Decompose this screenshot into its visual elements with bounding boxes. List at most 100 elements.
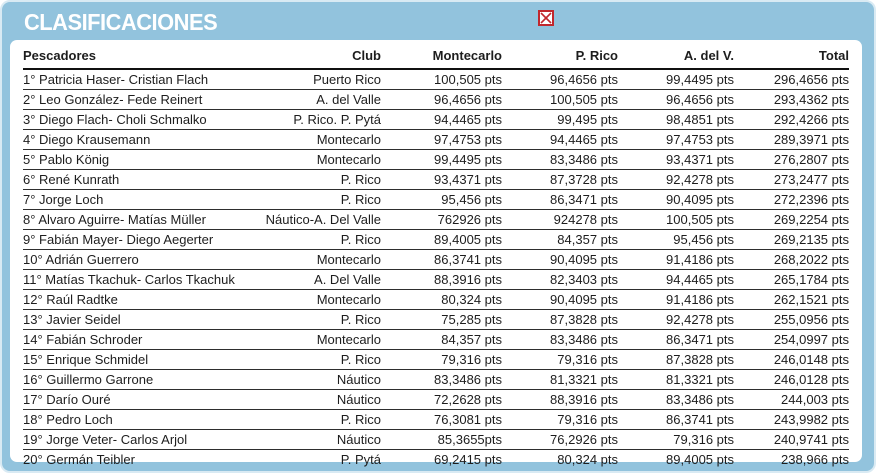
fisher-cell: 14° Fabián Schroder [23,329,263,350]
table-row: 14° Fabián Schroder Montecarlo 84,357 pts 8… [23,329,849,350]
p-rico-points-cell: 76,2926 pts [502,429,618,450]
montecarlo-points-cell: 83,3486 pts [381,369,502,390]
total-points-cell: 240,9741 pts [734,429,849,450]
standings-card: Pescadores Club Montecarlo P. Rico A. de… [10,40,862,467]
column-header-pescadores: Pescadores [23,42,263,70]
fisher-cell: 10° Adrián Guerrero [23,249,263,270]
total-points-cell: 255,0956 pts [734,309,849,330]
column-header-montecarlo: Montecarlo [381,42,502,70]
club-cell: Náutico [263,429,381,450]
a-del-v-points-cell: 89,4005 pts [666,452,734,467]
montecarlo-points-cell: 85,3655pts [381,429,502,450]
table-header-row: Pescadores Club Montecarlo P. Rico A. de… [23,42,849,70]
club-cell: P. Rico [263,409,381,430]
montecarlo-points-cell: 79,316 pts [381,349,502,370]
column-header-p-rico: P. Rico [502,42,618,70]
montecarlo-points-cell: 94,4465 pts [381,109,502,130]
p-rico-points-cell: 90,4095 pts [502,289,618,310]
montecarlo-points-cell: 95,456 pts [381,189,502,210]
p-rico-points-cell: 79,316 pts [502,409,618,430]
fisher-cell: 15° Enrique Schmidel [23,349,263,370]
club-cell: P. Rico [263,169,381,190]
table-row: 10° Adrián Guerrero Montecarlo 86,3741 pts… [23,249,849,270]
fisher-cell: 8° Alvaro Aguirre- Matías Müller [23,209,263,230]
montecarlo-points-cell: 76,3081 pts [381,409,502,430]
fisher-cell: 6° René Kunrath [23,169,263,190]
fisher-cell: 17° Darío Ouré [23,389,263,410]
club-cell: Montecarlo [263,129,381,150]
column-header-total: Total [734,42,849,70]
total-points-cell: 243,9982 pts [734,409,849,430]
club-cell: Montecarlo [263,249,381,270]
p-rico-points-cell: 81,3321 pts [502,369,618,390]
a-del-v-points-cell: 91,4186 pts [618,289,734,310]
table-row: 1° Patricia Haser- Cristian Flach Puerto … [23,69,849,90]
fisher-cell: 19° Jorge Veter- Carlos Arjol [23,429,263,450]
total-points-cell: 276,2807 pts [734,149,849,170]
column-header-club: Club [263,42,381,70]
column-header-a-del-v: A. del V. [618,42,734,70]
montecarlo-points-cell: 99,4495 pts [381,149,502,170]
a-del-v-points-cell: 87,3828 pts [618,349,734,370]
club-cell: Montecarlo [263,149,381,170]
a-del-v-points-cell: 92,4278 pts [618,309,734,330]
club-cell: Montecarlo [263,329,381,350]
fisher-cell: 7° Jorge Loch [23,189,263,210]
a-del-v-points-cell: 90,4095 pts [618,189,734,210]
club-cell: P. Rico [263,349,381,370]
total-points-cell: 272,2396 pts [734,189,849,210]
table-row: 9° Fabián Mayer- Diego Aegerter P. Rico 89… [23,229,849,250]
montecarlo-points-cell: 93,4371 pts [381,169,502,190]
p-rico-points-cell: 88,3916 pts [502,389,618,410]
club-cell: P. Pytá [340,452,381,467]
club-cell: P. Rico [263,309,381,330]
montecarlo-points-cell: 96,4656 pts [381,89,502,110]
p-rico-points-cell: 79,316 pts [502,349,618,370]
total-points-cell: 254,0997 pts [734,329,849,350]
p-rico-points-cell: 94,4465 pts [502,129,618,150]
table-row: 19° Jorge Veter- Carlos Arjol Náutico 85,3… [23,429,849,450]
total-points-cell: 269,2254 pts [734,209,849,230]
p-rico-points-cell: 99,495 pts [502,109,618,130]
table-row: 8° Alvaro Aguirre- Matías Müller Náutico-… [23,209,849,230]
total-points-cell: 293,4362 pts [734,89,849,110]
table-row: 5° Pablo König Montecarlo 99,4495 pts 83,34… [23,149,849,170]
fisher-cell: 13° Javier Seidel [23,309,263,330]
page-title: CLASIFICACIONES [24,9,218,35]
fisher-cell: 18° Pedro Loch [23,409,263,430]
total-points-cell: 296,4656 pts [734,69,849,90]
table-row: 20° Germán Teibler P. Pytá 69,2415 pts 80,3… [23,450,849,470]
total-points-cell: 246,0148 pts [734,349,849,370]
a-del-v-points-cell: 97,4753 pts [618,129,734,150]
table-row: 6° René Kunrath P. Rico 93,4371 pts 87,3728… [23,169,849,190]
table-row: 16° Guillermo Garrone Náutico 83,3486 pts 8… [23,369,849,390]
a-del-v-points-cell: 99,4495 pts [618,69,734,90]
fisher-cell: 12° Raúl Radtke [23,289,263,310]
a-del-v-points-cell: 94,4465 pts [618,269,734,290]
table-row: 11° Matías Tkachuk- Carlos Tkachuk A. Del… [23,269,849,290]
p-rico-points-cell: 83,3486 pts [502,329,618,350]
montecarlo-points-cell: 72,2628 pts [381,389,502,410]
a-del-v-points-cell: 79,316 pts [618,429,734,450]
a-del-v-points-cell: 81,3321 pts [618,369,734,390]
p-rico-points-cell: 924278 pts [502,209,618,230]
p-rico-points-cell: 90,4095 pts [502,249,618,270]
montecarlo-points-cell: 100,505 pts [381,69,502,90]
table-row: 18° Pedro Loch P. Rico 76,3081 pts 79,316 p… [23,409,849,430]
table-row: 12° Raúl Radtke Montecarlo 80,324 pts 90,40… [23,289,849,310]
table-row: 13° Javier Seidel P. Rico 75,285 pts 87,382… [23,309,849,330]
p-rico-points-cell: 100,505 pts [502,89,618,110]
club-cell: Puerto Rico [263,69,381,90]
title-bar: CLASIFICACIONES [2,2,874,40]
fisher-cell: 9° Fabián Mayer- Diego Aegerter [23,229,263,250]
total-points-cell: 238,966 pts [781,452,849,467]
club-cell: Náutico [263,389,381,410]
p-rico-points-cell: 86,3471 pts [502,189,618,210]
p-rico-points-cell: 84,357 pts [502,229,618,250]
table-row: 2° Leo González- Fede Reinert A. del Vall… [23,89,849,110]
club-cell: P. Rico [263,229,381,250]
total-points-cell: 265,1784 pts [734,269,849,290]
p-rico-points-cell: 80,324 pts [557,452,618,467]
table-row: 17° Darío Ouré Náutico 72,2628 pts 88,3916 … [23,389,849,410]
p-rico-points-cell: 87,3728 pts [502,169,618,190]
